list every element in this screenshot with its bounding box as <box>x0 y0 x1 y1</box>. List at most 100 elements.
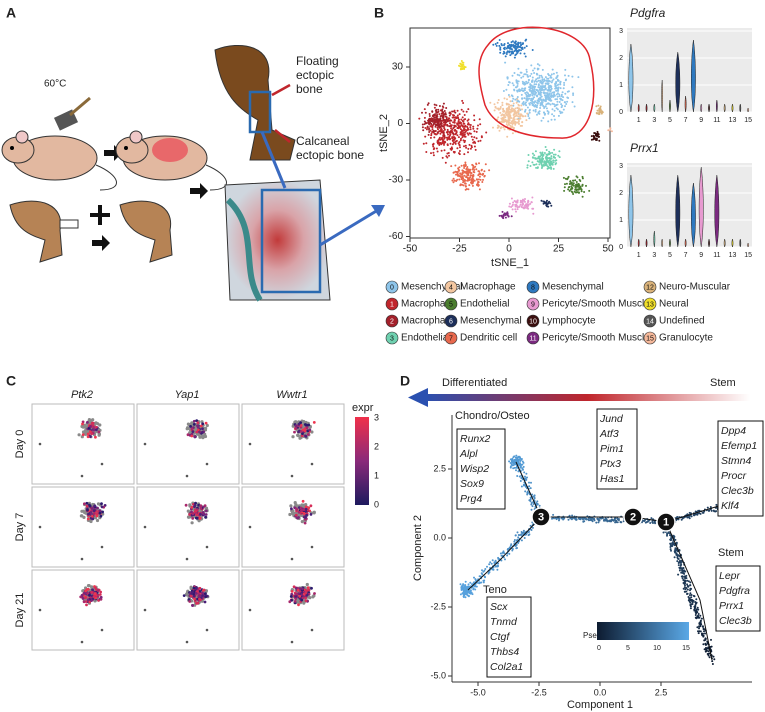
gene-name: Runx2 <box>460 433 491 445</box>
tsne-point <box>542 202 545 205</box>
tsne-point <box>535 83 538 86</box>
tsne-point <box>532 156 535 159</box>
tsne-point <box>503 44 505 47</box>
tsne-point <box>510 51 513 53</box>
y-tick-label: 1 <box>619 82 623 89</box>
cell-point <box>294 594 297 598</box>
trajectory-cell <box>587 519 590 522</box>
tsne-point <box>598 139 601 142</box>
tsne-point <box>466 119 469 122</box>
tsne-point <box>542 163 545 166</box>
cell-point <box>299 430 303 433</box>
legend-label: Endothelial <box>460 299 509 310</box>
tsne-point <box>427 133 430 136</box>
cell-point <box>86 432 90 436</box>
tsne-point <box>522 206 524 209</box>
trajectory-cell <box>593 519 596 522</box>
trajectory-cell <box>536 500 539 503</box>
tsne-point <box>513 200 516 202</box>
tsne-point <box>473 169 476 171</box>
trajectory-cell <box>509 466 512 469</box>
tsne-point <box>512 97 515 100</box>
tsne-point <box>544 76 547 79</box>
tsne-point <box>499 106 502 108</box>
trajectory-cell <box>697 608 700 611</box>
tsne-point <box>428 131 431 133</box>
trajectory-cell <box>604 517 607 520</box>
cell-point <box>80 557 84 561</box>
tsne-point <box>540 87 542 90</box>
tsne-point <box>526 106 529 109</box>
tsne-point <box>520 93 523 96</box>
tsne-point <box>541 151 544 154</box>
tsne-point <box>559 83 562 86</box>
tsne-point <box>469 128 472 131</box>
trajectory-cell <box>702 643 705 646</box>
tsne-point <box>528 95 531 97</box>
tsne-point <box>523 46 526 49</box>
tsne-point <box>536 166 539 169</box>
tsne-point <box>504 216 507 219</box>
tsne-point <box>563 84 566 86</box>
trajectory-cell <box>704 637 707 640</box>
trajectory-cell <box>711 660 714 663</box>
trajectory-cell <box>473 585 476 588</box>
tsne-point <box>508 44 511 47</box>
tsne-point <box>462 134 465 137</box>
tsne-point <box>519 71 522 74</box>
y-tick-label: 2 <box>619 190 623 197</box>
tsne-point <box>609 128 612 131</box>
tsne-point <box>456 147 459 150</box>
trajectory-cell <box>462 591 465 594</box>
mouse-2 <box>115 130 228 191</box>
tsne-point <box>454 125 457 128</box>
legend-label: Mesenchymal <box>460 316 522 327</box>
cell-point <box>303 423 307 426</box>
tsne-point <box>538 76 541 79</box>
cell-frame <box>241 486 345 568</box>
tsne-point <box>460 124 463 126</box>
tsne-point <box>574 179 577 182</box>
tsne-point <box>485 131 488 134</box>
trajectory-cell <box>696 606 699 609</box>
cell-point <box>143 525 147 529</box>
tsne-point <box>424 135 427 138</box>
tsne-point <box>526 74 529 77</box>
violin <box>739 238 742 248</box>
trajectory-cell <box>590 519 593 522</box>
trajectory-cell <box>673 556 676 559</box>
tsne-point <box>517 107 520 110</box>
tsne-point <box>443 127 446 129</box>
tsne-point <box>465 188 468 190</box>
tsne-point <box>443 134 446 137</box>
tsne-point <box>551 79 554 82</box>
tsne-point <box>453 109 456 112</box>
trajectory-cell <box>496 568 499 571</box>
tsne-point <box>517 113 520 116</box>
tsne-point <box>505 88 508 91</box>
tsne-point <box>504 112 507 115</box>
tsne-point <box>460 133 463 136</box>
tsne-point <box>514 123 517 126</box>
cell-point <box>84 589 88 593</box>
tsne-point <box>472 181 474 184</box>
tsne-point <box>531 94 534 97</box>
trajectory-cell <box>689 592 692 595</box>
tsne-point <box>463 118 466 121</box>
trajectory-cell <box>512 456 515 459</box>
tsne-point <box>429 129 432 132</box>
tsne-point <box>546 77 549 80</box>
cell-point <box>97 433 101 437</box>
tsne-point <box>520 49 522 52</box>
tsne-point <box>511 74 514 77</box>
cell-point <box>192 586 196 590</box>
cell-point <box>98 593 102 596</box>
tsne-point <box>545 153 548 156</box>
violin <box>637 238 640 248</box>
tsne-point <box>442 131 445 134</box>
cell-point <box>198 430 202 434</box>
tsne-point <box>479 173 482 176</box>
trajectory-cell <box>482 570 485 573</box>
legend-id: 11 <box>529 335 536 342</box>
tsne-point <box>510 104 513 107</box>
